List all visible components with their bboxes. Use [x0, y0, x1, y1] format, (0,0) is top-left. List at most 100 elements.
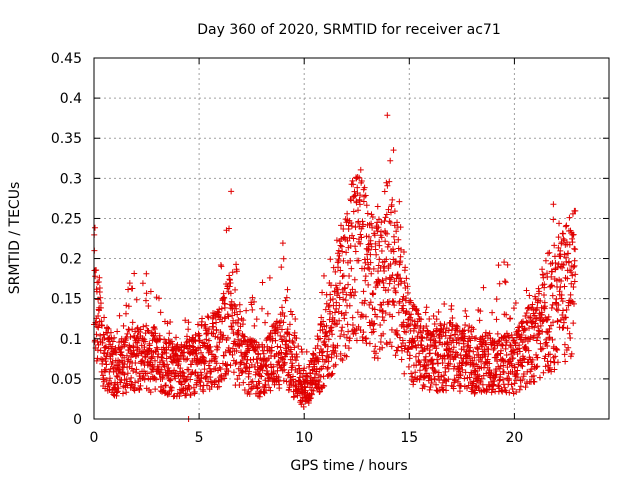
data-point [404, 289, 411, 296]
data-point [124, 382, 131, 389]
data-point [528, 319, 535, 326]
data-point [478, 375, 485, 382]
data-point [373, 251, 380, 258]
data-point [546, 364, 553, 371]
data-point [413, 307, 420, 314]
data-point [355, 207, 362, 214]
data-point [384, 112, 391, 119]
data-point [114, 388, 121, 395]
data-point [157, 309, 164, 316]
data-point [340, 296, 347, 303]
data-point [431, 376, 438, 383]
data-point [550, 216, 557, 223]
data-point [113, 389, 120, 396]
data-point [352, 288, 359, 295]
data-point [95, 324, 102, 331]
data-point [95, 341, 102, 348]
data-point [157, 369, 164, 376]
data-point [401, 280, 408, 287]
y-tick-label: 0.35 [51, 131, 82, 147]
data-point [220, 294, 227, 301]
data-point [358, 234, 365, 241]
data-point [188, 370, 195, 377]
data-point [524, 368, 531, 375]
data-point [233, 347, 240, 354]
data-point [308, 391, 315, 398]
data-point [289, 360, 296, 367]
data-point [456, 340, 463, 347]
data-point [349, 321, 356, 328]
data-point [232, 286, 239, 293]
data-point [291, 329, 298, 336]
data-point [160, 373, 167, 380]
data-point [517, 383, 524, 390]
data-point [236, 382, 243, 389]
data-point [558, 278, 565, 285]
data-point [483, 341, 490, 348]
data-point [156, 295, 163, 302]
data-point [115, 385, 122, 392]
data-point [359, 218, 366, 225]
data-point [139, 280, 146, 287]
data-point [120, 322, 127, 329]
data-point [472, 367, 479, 374]
data-point [457, 371, 464, 378]
data-point [307, 395, 314, 402]
data-point [254, 384, 261, 391]
data-point [203, 370, 210, 377]
data-point [486, 330, 493, 337]
data-point [274, 329, 281, 336]
data-point [194, 321, 201, 328]
data-point [557, 263, 564, 270]
data-point [173, 334, 180, 341]
data-point [570, 283, 577, 290]
data-point [298, 346, 305, 353]
data-point [503, 337, 510, 344]
data-point [320, 363, 327, 370]
data-point [338, 327, 345, 334]
data-point [331, 316, 338, 323]
data-point [349, 232, 356, 239]
data-point [385, 241, 392, 248]
data-point [134, 324, 141, 331]
data-point [510, 355, 517, 362]
plot-frame [93, 57, 610, 420]
data-point [289, 362, 296, 369]
data-point [224, 361, 231, 368]
data-point [147, 389, 154, 396]
data-point [107, 329, 114, 336]
data-point [162, 382, 169, 389]
data-point [166, 377, 173, 384]
data-point [234, 376, 241, 383]
data-point [539, 318, 546, 325]
chart-title: Day 360 of 2020, SRMTID for receiver ac7… [197, 22, 501, 38]
data-point [280, 377, 287, 384]
data-point [210, 366, 217, 373]
data-point [256, 372, 263, 379]
data-point [405, 345, 412, 352]
data-point [520, 318, 527, 325]
data-point [156, 371, 163, 378]
data-point [211, 381, 218, 388]
data-point [207, 374, 214, 381]
data-point [348, 265, 355, 272]
data-point [510, 305, 517, 312]
data-point [509, 385, 516, 392]
data-point [427, 383, 434, 390]
data-point [216, 339, 223, 346]
data-point [571, 257, 578, 264]
data-point [266, 384, 273, 391]
data-point [394, 219, 401, 226]
data-point [332, 361, 339, 368]
data-point [339, 289, 346, 296]
data-point [567, 291, 574, 298]
data-point [278, 326, 285, 333]
data-point [116, 312, 123, 319]
data-point [520, 355, 527, 362]
data-point [361, 297, 368, 304]
data-point [479, 341, 486, 348]
data-point [185, 319, 192, 326]
data-point [564, 325, 571, 332]
data-point [270, 369, 277, 376]
data-point [490, 381, 497, 388]
